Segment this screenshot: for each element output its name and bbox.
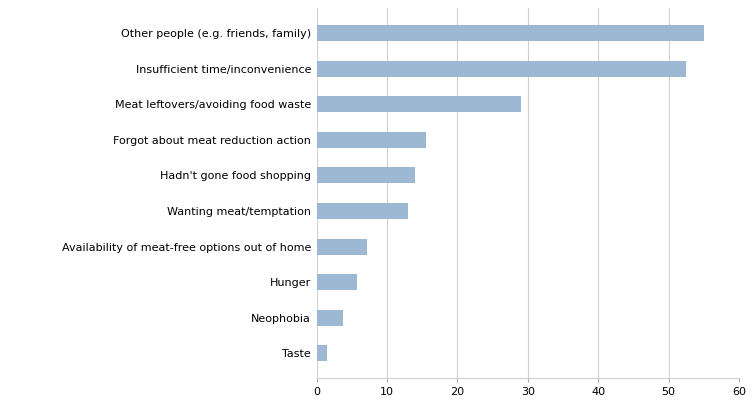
- Bar: [317, 61, 686, 77]
- Bar: [317, 168, 415, 184]
- Bar: [317, 132, 426, 148]
- Bar: [317, 274, 357, 290]
- Bar: [317, 345, 327, 361]
- Bar: [317, 310, 343, 326]
- Bar: [317, 25, 703, 41]
- Bar: [317, 203, 408, 219]
- Bar: [317, 239, 367, 255]
- Bar: [317, 96, 521, 112]
